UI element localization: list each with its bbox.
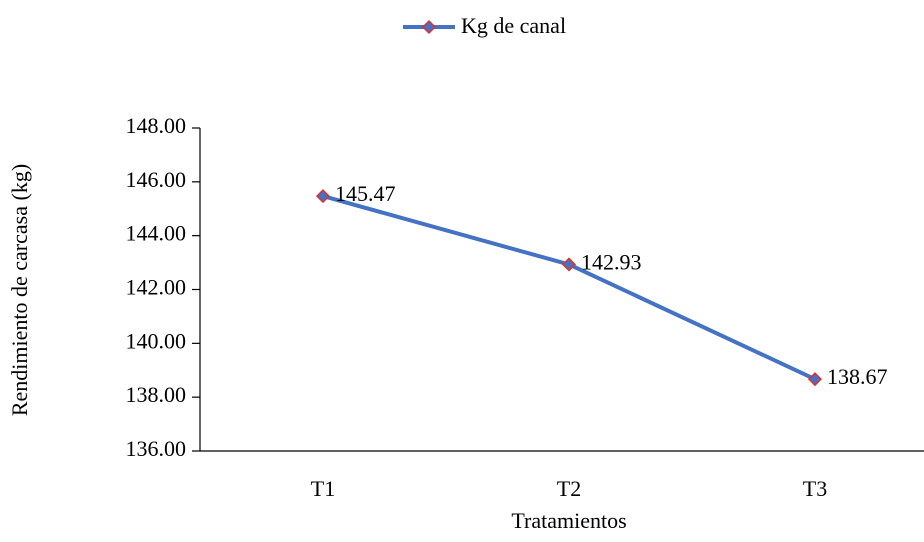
legend-label: Kg de canal [461, 13, 566, 38]
x-tick-label: T2 [557, 476, 581, 501]
legend-marker [421, 19, 437, 35]
y-tick-label: 148.00 [126, 113, 187, 138]
data-label: 138.67 [827, 364, 888, 389]
y-tick-label: 136.00 [126, 436, 187, 461]
data-label: 142.93 [581, 250, 642, 275]
x-tick-label: T1 [311, 476, 335, 501]
x-tick-label: T3 [803, 476, 827, 501]
series-line [322, 194, 816, 381]
x-axis-label: Tratamientos [511, 508, 626, 533]
point-marker [315, 189, 331, 204]
y-tick-label: 142.00 [126, 275, 187, 300]
y-tick-label: 140.00 [126, 328, 187, 353]
point-marker [561, 257, 577, 272]
y-tick-label: 146.00 [126, 167, 187, 192]
point-marker [807, 372, 823, 387]
y-tick-label: 144.00 [126, 221, 187, 246]
y-tick-label: 138.00 [126, 382, 187, 407]
y-axis-label: Rendimiento de carcasa (kg) [7, 164, 32, 416]
data-label: 145.47 [335, 181, 396, 206]
